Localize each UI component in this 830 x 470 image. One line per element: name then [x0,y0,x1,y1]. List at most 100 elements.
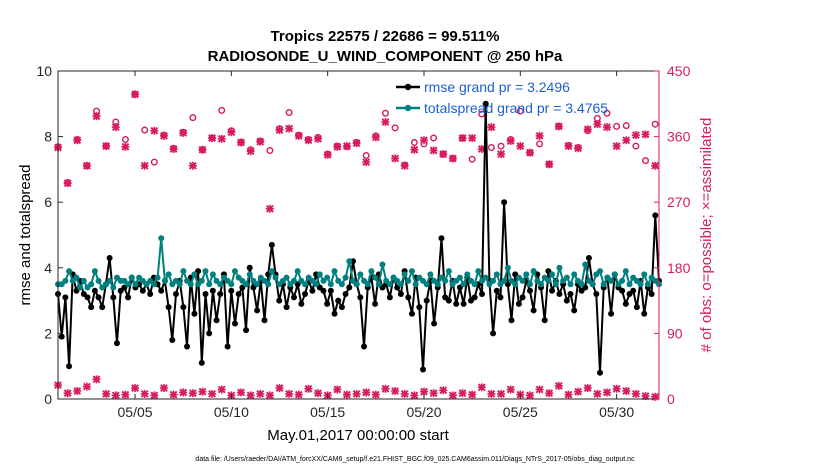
series-point-rmse [420,366,427,373]
series-point-totalspread [302,281,309,288]
obs-small-marker [631,389,640,398]
series-point-totalspread [206,281,213,288]
series-point-totalspread [549,271,556,278]
series-point-totalspread [180,268,187,275]
obs-assimilated-marker [227,128,236,137]
obs-possible-marker [266,146,274,154]
series-point-rmse [346,284,353,291]
obs-assimilated-marker [102,142,111,151]
series-point-totalspread [571,271,578,278]
series-point-rmse [571,307,578,314]
series-point-rmse [619,287,626,294]
obs-small-marker [342,390,351,399]
obs-small-marker [554,381,563,390]
obs-assimilated-marker [294,131,303,140]
obs-small-marker [468,390,477,399]
obs-assimilated-marker [400,161,409,170]
obs-assimilated-marker [564,142,573,151]
series-point-rmse [438,235,445,242]
obs-assimilated-marker [651,161,660,170]
obs-assimilated-marker [323,150,332,159]
obs-small-marker [63,389,72,398]
series-point-rmse [217,291,224,298]
series-point-totalspread [434,281,441,288]
obs-small-marker [102,389,111,398]
series-point-rmse [386,294,393,301]
x-tick-label: 05/05 [118,404,153,420]
obs-assimilated-marker [217,134,226,143]
series-point-totalspread [364,281,371,288]
series-point-totalspread [530,268,537,275]
obs-small-marker [294,390,303,399]
series-point-totalspread [475,268,482,275]
y-tick-label-right: 360 [667,129,691,145]
obs-possible-marker [536,140,544,148]
obs-small-marker [256,389,265,398]
series-point-totalspread [622,268,629,275]
obs-small-marker [400,389,409,398]
obs-small-marker [439,386,448,395]
obs-assimilated-marker [487,123,496,132]
y-tick-label-right: 0 [667,391,675,407]
y-tick-label-left: 4 [44,260,52,276]
obs-small-marker [564,390,573,399]
series-point-rmse [567,291,574,298]
y-tick-label-right: 270 [667,194,691,210]
y-axis-label-left: rmse and totalspread [17,165,34,306]
chart-title-line1: Tropics 22575 / 22686 = 99.511% [271,28,500,45]
obs-small-marker [111,391,120,400]
series-point-totalspread [202,268,209,275]
series-point-totalspread [644,281,651,288]
series-point-rmse [431,320,438,327]
obs-assimilated-marker [92,112,101,121]
obs-possible-marker [121,136,129,144]
obs-assimilated-marker [179,128,188,137]
series-point-rmse [585,254,592,261]
series-point-rmse [169,336,176,343]
series-point-totalspread [73,274,80,281]
series-point-totalspread [246,271,253,278]
obs-small-marker [506,385,515,394]
series-point-rmse [641,310,648,317]
obs-assimilated-marker [159,131,168,140]
series-point-totalspread [132,281,139,288]
series-point-totalspread [386,281,393,288]
series-point-totalspread [578,281,585,288]
series-point-rmse [298,300,305,307]
obs-assimilated-marker [265,204,274,213]
series-point-rmse [549,287,556,294]
y-tick-label-left: 6 [44,194,52,210]
series-point-rmse [493,287,500,294]
obs-assimilated-marker [410,145,419,154]
obs-assimilated-marker [362,158,371,167]
series-point-rmse [479,291,486,298]
x-axis-label: May.01,2017 00:00:00 start [267,427,449,444]
series-point-rmse [224,343,231,350]
x-tick-label: 05/30 [599,404,634,420]
series-point-totalspread [471,281,478,288]
obs-assimilated-marker [439,150,448,159]
obs-small-marker [535,385,544,394]
series-point-rmse [320,287,327,294]
obs-small-marker [217,385,226,394]
series-point-rmse [515,300,522,307]
obs-small-marker [497,389,506,398]
series-point-totalspread [405,277,412,284]
series-point-totalspread [272,274,279,281]
series-point-rmse [95,294,102,301]
series-point-rmse [172,291,179,298]
obs-assimilated-marker [169,144,178,153]
obs-small-marker [304,384,313,393]
series-point-totalspread [228,281,235,288]
series-point-totalspread [331,268,338,275]
series-point-totalspread [128,274,135,281]
obs-small-marker [121,390,130,399]
x-tick-label: 05/10 [214,404,249,420]
obs-assimilated-marker [342,142,351,151]
series-point-totalspread [538,281,545,288]
series-point-totalspread [589,281,596,288]
series-point-totalspread [401,271,408,278]
series-point-totalspread [268,268,275,275]
series-point-rmse [556,291,563,298]
series-point-totalspread [324,274,331,281]
